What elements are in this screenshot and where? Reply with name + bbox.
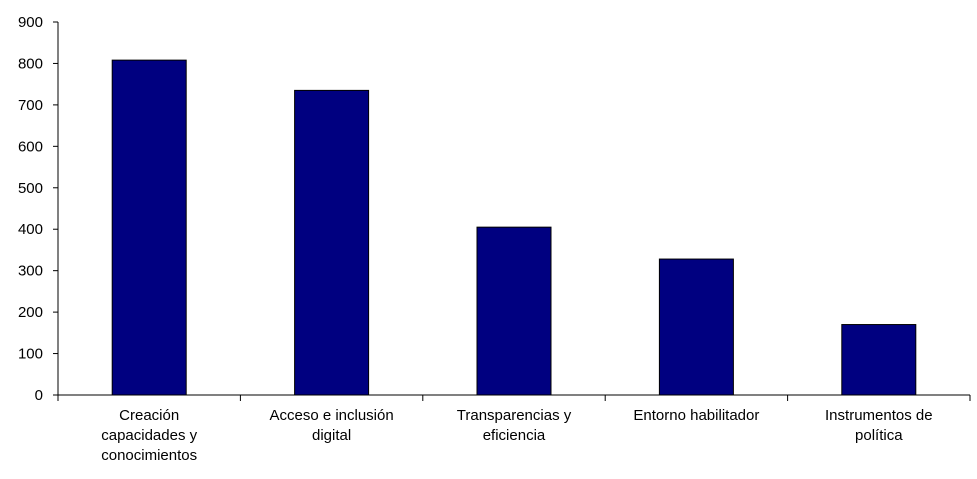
y-tick-label: 500 <box>18 180 43 197</box>
x-tick-label-line: Entorno habilitador <box>633 407 760 424</box>
bar <box>658 258 734 396</box>
y-tick-label: 600 <box>18 138 43 155</box>
x-tick-label-line: capacidades y <box>101 427 198 444</box>
y-tick-label: 200 <box>18 304 43 321</box>
x-tick-label: Instrumentos de política <box>789 406 969 446</box>
y-tick-label: 700 <box>18 97 43 114</box>
bar <box>111 59 187 396</box>
y-tick-label: 0 <box>35 387 43 404</box>
x-tick-label: Entorno habilitador <box>606 406 786 426</box>
y-tick-label: 800 <box>18 55 43 72</box>
x-tick-label-line: política <box>855 427 903 444</box>
x-tick-label-line: Instrumentos de <box>825 407 933 424</box>
x-tick-label-line: digital <box>311 427 352 444</box>
y-tick-label: 900 <box>18 14 43 31</box>
bar <box>841 324 917 396</box>
bar <box>476 226 552 396</box>
y-tick-label: 400 <box>18 221 43 238</box>
x-tick-label-line: eficiencia <box>482 427 546 444</box>
x-tick-label: Creación capacidades y conocimientos <box>59 406 239 466</box>
x-tick-label-line: Acceso e inclusión <box>269 407 394 424</box>
x-tick-label-line: Creación <box>119 407 180 424</box>
x-tick-label: Acceso e inclusión digital <box>242 406 422 446</box>
y-tick-label: 100 <box>18 346 43 363</box>
x-tick-label-line: Transparencias y <box>456 407 572 424</box>
x-tick-label: Transparencias y eficiencia <box>424 406 604 446</box>
bar <box>294 89 370 396</box>
x-tick-label-line: conocimientos <box>101 447 198 464</box>
y-tick-label: 300 <box>18 263 43 280</box>
